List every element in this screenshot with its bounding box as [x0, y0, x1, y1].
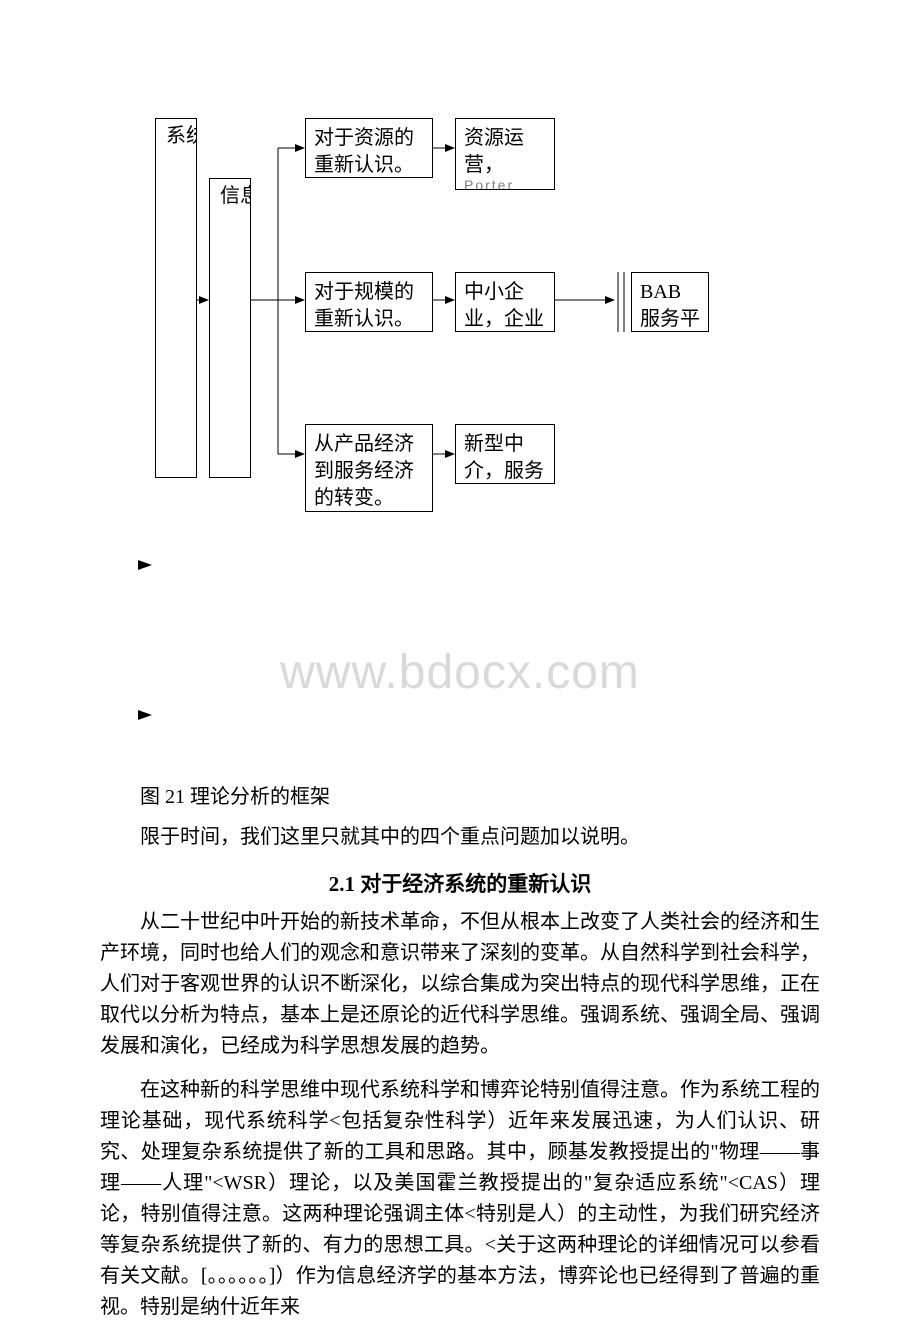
node-n5: 对于规模的重新认识。 — [305, 272, 433, 332]
diagram-area: 系统理论，CAS理论，对策论信息时代的经济系统模型 对于资源的重新认识。资源运营，… — [0, 0, 920, 580]
section-heading: 2.1 对于经济系统的重新认识 — [100, 868, 820, 898]
node-n4: 资源运营， — [455, 118, 555, 180]
node-n1: 系统理论，CAS理论，对策论 — [155, 118, 197, 478]
node-n3: 对于资源的重新认识。 — [305, 118, 433, 178]
node-n2: 信息时代的经济系统模型 — [209, 178, 251, 478]
diagram-arrows — [0, 0, 920, 730]
watermark: www.bdocx.com — [0, 645, 920, 700]
figure-caption: 图 21 理论分析的框架 — [140, 780, 820, 809]
node-n7: BAB服务平 — [631, 272, 709, 332]
paragraph-2: 在这种新的科学思维中现代系统科学和博弈论特别值得注意。作为系统工程的理论基础，现… — [100, 1075, 820, 1323]
node-n8: 从产品经济到服务经济的转变。 — [305, 424, 433, 512]
node-n9: 新型中介，服务 — [455, 424, 555, 484]
node-n4b: Porter — [455, 176, 555, 190]
paragraph-1: 从二十世纪中叶开始的新技术革命，不但从根本上改变了人类社会的经济和生产环境，同时… — [100, 907, 820, 1062]
node-n6: 中小企业，企业 — [455, 272, 555, 332]
intro-paragraph: 限于时间，我们这里只就其中的四个重点问题加以说明。 — [100, 822, 820, 853]
